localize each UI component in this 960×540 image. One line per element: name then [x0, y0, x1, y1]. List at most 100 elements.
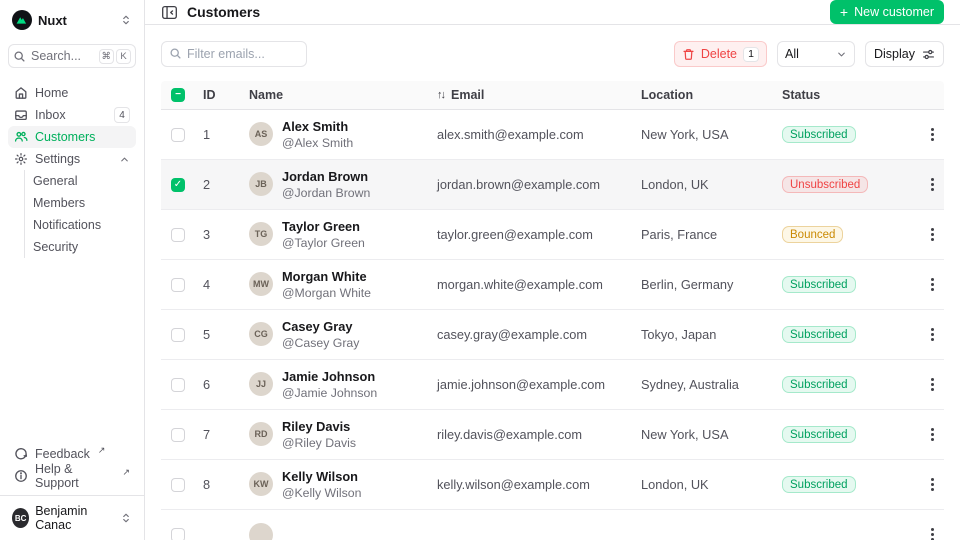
- delete-button[interactable]: Delete 1: [673, 41, 767, 67]
- row-actions-kebab-icon[interactable]: [925, 272, 940, 297]
- search-input[interactable]: Search... ⌘ K: [8, 44, 136, 68]
- help-support-link[interactable]: Help & Support ↗: [8, 462, 136, 490]
- row-actions-kebab-icon[interactable]: [925, 422, 940, 447]
- external-link-icon: ↗: [97, 444, 106, 455]
- sidebar-item-label: Home: [35, 86, 69, 100]
- status-badge: Subscribed: [782, 326, 856, 344]
- row-checkbox[interactable]: [171, 427, 185, 442]
- info-circle-icon: [14, 469, 28, 483]
- customer-handle: @Jordan Brown: [282, 185, 371, 200]
- customer-handle: @Riley Davis: [282, 435, 356, 450]
- customer-handle: @Taylor Green: [282, 235, 365, 250]
- customer-handle: @Casey Gray: [282, 335, 360, 350]
- search-icon: [169, 47, 182, 65]
- column-header-email[interactable]: ↑↓ Email: [429, 88, 633, 102]
- customer-email: jamie.johnson@example.com: [437, 377, 606, 392]
- row-checkbox[interactable]: ✓: [171, 177, 185, 192]
- table-row: ✓ 2 JB Jordan Brown @Jordan Brown jordan…: [161, 160, 944, 210]
- table-row: 5 CG Casey Gray @Casey Gray casey.gray@e…: [161, 310, 944, 360]
- sort-icon: ↑↓: [437, 89, 446, 101]
- sidebar-nav: Home Inbox 4 Customers Settings: [8, 82, 136, 258]
- home-icon: [14, 86, 28, 100]
- sidebar-item-security[interactable]: Security: [33, 240, 79, 254]
- column-header-name: Name: [249, 88, 284, 102]
- display-button[interactable]: Display: [865, 41, 944, 67]
- sidebar-item-members[interactable]: Members: [33, 196, 86, 210]
- table-row: [161, 510, 944, 540]
- row-checkbox[interactable]: [171, 377, 185, 392]
- status-filter-select[interactable]: All: [777, 41, 855, 67]
- feedback-link[interactable]: Feedback ↗: [8, 443, 136, 465]
- avatar: RD: [249, 422, 273, 447]
- collapse-sidebar-icon[interactable]: [161, 4, 178, 21]
- row-id: 8: [203, 477, 211, 492]
- column-header-email-label: Email: [451, 88, 485, 102]
- avatar: [249, 522, 273, 540]
- sidebar-item-notifications[interactable]: Notifications: [33, 218, 102, 232]
- status-badge: Subscribed: [782, 376, 856, 394]
- select-all-checkbox[interactable]: −: [171, 88, 185, 102]
- sidebar-item-label: Inbox: [35, 108, 66, 122]
- customer-name: Kelly Wilson: [282, 468, 358, 484]
- user-menu[interactable]: BC Benjamin Canac: [8, 496, 136, 532]
- sidebar-item-settings[interactable]: Settings: [8, 148, 136, 170]
- row-actions-kebab-icon[interactable]: [925, 472, 940, 497]
- customer-handle: @Morgan White: [282, 285, 372, 300]
- column-header-location: Location: [641, 88, 694, 102]
- users-icon: [14, 130, 28, 144]
- row-checkbox[interactable]: [171, 527, 185, 540]
- table-row: 7 RD Riley Davis @Riley Davis riley.davi…: [161, 410, 944, 460]
- row-checkbox[interactable]: [171, 227, 185, 242]
- avatar: MW: [249, 272, 273, 297]
- column-header-id: ID: [203, 88, 216, 102]
- sidebar-item-inbox[interactable]: Inbox 4: [8, 104, 136, 126]
- status-badge: Subscribed: [782, 476, 856, 494]
- chevron-up-icon: [119, 154, 130, 165]
- customer-name: Morgan White: [282, 268, 367, 284]
- divider: [0, 495, 144, 496]
- avatar: KW: [249, 472, 273, 497]
- delete-label: Delete: [700, 47, 737, 61]
- plus-icon: +: [839, 4, 849, 20]
- search-shortcut: ⌘ K: [98, 48, 131, 64]
- nuxt-logo-icon: [12, 10, 32, 30]
- customer-location: New York, USA: [641, 127, 729, 142]
- settings-submenu: General Members Notifications Security: [24, 170, 136, 258]
- table-body: 1 AS Alex Smith @Alex Smith alex.smith@e…: [161, 110, 944, 540]
- row-checkbox[interactable]: [171, 127, 185, 142]
- user-name: Benjamin Canac: [35, 504, 88, 532]
- table-row: 4 MW Morgan White @Morgan White morgan.w…: [161, 260, 944, 310]
- customer-location: London, UK: [641, 177, 709, 192]
- row-checkbox[interactable]: [171, 327, 185, 342]
- row-actions-kebab-icon[interactable]: [925, 322, 940, 347]
- delete-count-badge: 1: [743, 46, 759, 62]
- row-actions-kebab-icon[interactable]: [925, 222, 940, 247]
- row-actions-kebab-icon[interactable]: [925, 172, 940, 197]
- sidebar-item-home[interactable]: Home: [8, 82, 136, 104]
- avatar: TG: [249, 222, 273, 247]
- table-row: 1 AS Alex Smith @Alex Smith alex.smith@e…: [161, 110, 944, 160]
- avatar: JJ: [249, 372, 273, 397]
- row-actions-kebab-icon[interactable]: [925, 122, 940, 147]
- row-checkbox[interactable]: [171, 277, 185, 292]
- row-actions-kebab-icon[interactable]: [925, 372, 940, 397]
- status-badge: Subscribed: [782, 276, 856, 294]
- customer-email: alex.smith@example.com: [437, 127, 584, 142]
- chat-bubble-icon: [14, 447, 28, 461]
- customer-name: Jordan Brown: [282, 168, 369, 184]
- team-switcher[interactable]: Nuxt: [8, 8, 136, 32]
- customer-location: Berlin, Germany: [641, 277, 734, 292]
- new-customer-button[interactable]: + New customer: [829, 0, 944, 24]
- customer-name: Jamie Johnson: [282, 368, 376, 384]
- row-checkbox[interactable]: [171, 477, 185, 492]
- row-actions-kebab-icon[interactable]: [925, 522, 940, 540]
- page-title: Customers: [187, 4, 261, 20]
- table-header-row: − ID Name ↑↓ Email Location Status: [161, 81, 944, 110]
- chevron-up-down-icon: [120, 14, 132, 26]
- customer-handle: @Alex Smith: [282, 135, 354, 150]
- toolbar: Delete 1 All Display: [161, 41, 944, 67]
- filter-emails-input[interactable]: [161, 41, 307, 67]
- sidebar-item-customers[interactable]: Customers: [8, 126, 136, 148]
- customer-email: taylor.green@example.com: [437, 227, 593, 242]
- sidebar-item-general[interactable]: General: [33, 174, 78, 188]
